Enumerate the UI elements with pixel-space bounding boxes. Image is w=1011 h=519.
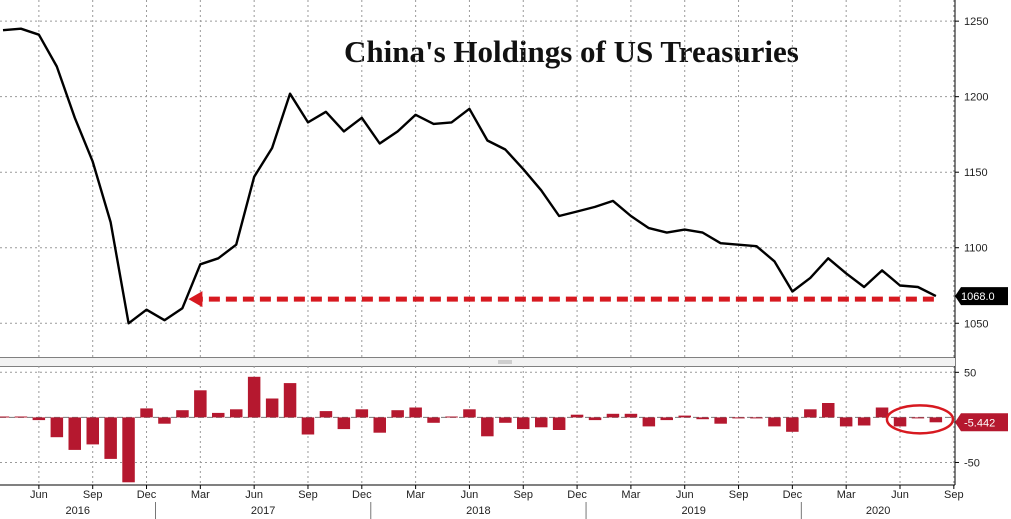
x-tick-label: Sep (83, 489, 103, 501)
change-bar (230, 409, 243, 418)
year-label: 2019 (681, 505, 705, 517)
x-tick-label: Dec (783, 489, 803, 501)
change-bar (337, 417, 351, 430)
change-bar (68, 417, 81, 450)
change-bar (391, 410, 404, 418)
change-bar (301, 417, 315, 435)
change-bar (732, 417, 745, 419)
change-bar (481, 417, 494, 437)
x-tick-label: Jun (891, 489, 909, 501)
change-bar (50, 417, 64, 438)
change-bar (104, 417, 117, 459)
y-tick-label: 1250 (964, 16, 988, 28)
holdings-line (2, 27, 937, 325)
last-value-label: 1068.0 (961, 291, 995, 303)
change-bar (552, 417, 566, 430)
y-tick-label: 1100 (964, 243, 988, 255)
y-tick-label: 1050 (964, 318, 988, 330)
change-bar (212, 412, 225, 418)
change-bar (642, 417, 656, 427)
change-bar (140, 408, 153, 418)
y-tick-label: 1200 (964, 92, 988, 104)
change-bar (0, 416, 10, 418)
change-bar (588, 417, 602, 421)
y-tick-label: -50 (964, 457, 980, 469)
x-tick-label: Jun (676, 489, 694, 501)
change-bar (517, 417, 530, 430)
change-bar (875, 407, 889, 418)
change-bar (624, 413, 638, 418)
change-bar (499, 417, 512, 423)
change-bar (427, 417, 440, 423)
year-label: 2018 (466, 505, 490, 517)
change-bar (355, 409, 369, 418)
x-tick-label: Sep (513, 489, 533, 501)
last-value-tag (955, 287, 1008, 306)
x-tick-label: Mar (621, 489, 640, 501)
last-change-label: -5.442 (964, 417, 995, 429)
change-bar (786, 417, 799, 432)
change-bar (804, 409, 817, 418)
change-bar (373, 417, 386, 433)
change-bar (409, 407, 422, 418)
change-bar (857, 417, 871, 426)
change-bar (768, 417, 781, 427)
change-bar (660, 417, 673, 421)
change-bar (158, 417, 171, 424)
y-tick-label: 50 (964, 367, 976, 379)
x-tick-label: Mar (191, 489, 210, 501)
x-tick-label: Sep (944, 489, 964, 501)
change-bar (14, 416, 28, 418)
x-tick-label: Sep (298, 489, 318, 501)
change-bar (893, 417, 907, 427)
year-label: 2020 (866, 505, 890, 517)
change-bar (86, 417, 99, 445)
change-bar (535, 417, 548, 428)
change-bar (463, 409, 476, 418)
x-tick-label: Mar (406, 489, 425, 501)
highlight-circle (885, 404, 955, 435)
year-label: 2016 (66, 505, 90, 517)
change-bar (678, 415, 691, 418)
x-tick-label: Mar (837, 489, 856, 501)
change-bar (122, 417, 135, 483)
x-tick-label: Dec (352, 489, 372, 501)
last-change-tag (955, 413, 1008, 432)
x-tick-label: Dec (137, 489, 157, 501)
y-tick-label: 1150 (964, 167, 988, 179)
x-tick-label: Dec (567, 489, 587, 501)
chart-title: China's Holdings of US Treasuries (344, 34, 799, 69)
year-label: 2017 (251, 505, 275, 517)
change-bar (247, 376, 261, 418)
arrow-head (188, 291, 203, 308)
change-bar (606, 413, 620, 418)
change-bar (839, 417, 853, 427)
x-tick-label: Jun (461, 489, 479, 501)
change-bar (750, 417, 763, 419)
change-bar (911, 417, 925, 419)
change-bar (176, 410, 189, 418)
upper-panel-frame (0, 0, 955, 358)
x-tick-label: Sep (729, 489, 749, 501)
change-bar (265, 398, 279, 418)
change-bar (283, 383, 297, 418)
change-bar (570, 414, 584, 418)
change-bar (822, 403, 835, 418)
change-bar (929, 417, 943, 423)
x-tick-label: Jun (30, 489, 48, 501)
change-bar (32, 417, 46, 421)
change-bar (696, 417, 709, 420)
change-bar (319, 411, 333, 418)
change-bar (194, 390, 207, 418)
panel-divider (0, 358, 955, 366)
change-bar (714, 417, 727, 424)
change-bar (445, 416, 458, 418)
x-tick-label: Jun (245, 489, 263, 501)
